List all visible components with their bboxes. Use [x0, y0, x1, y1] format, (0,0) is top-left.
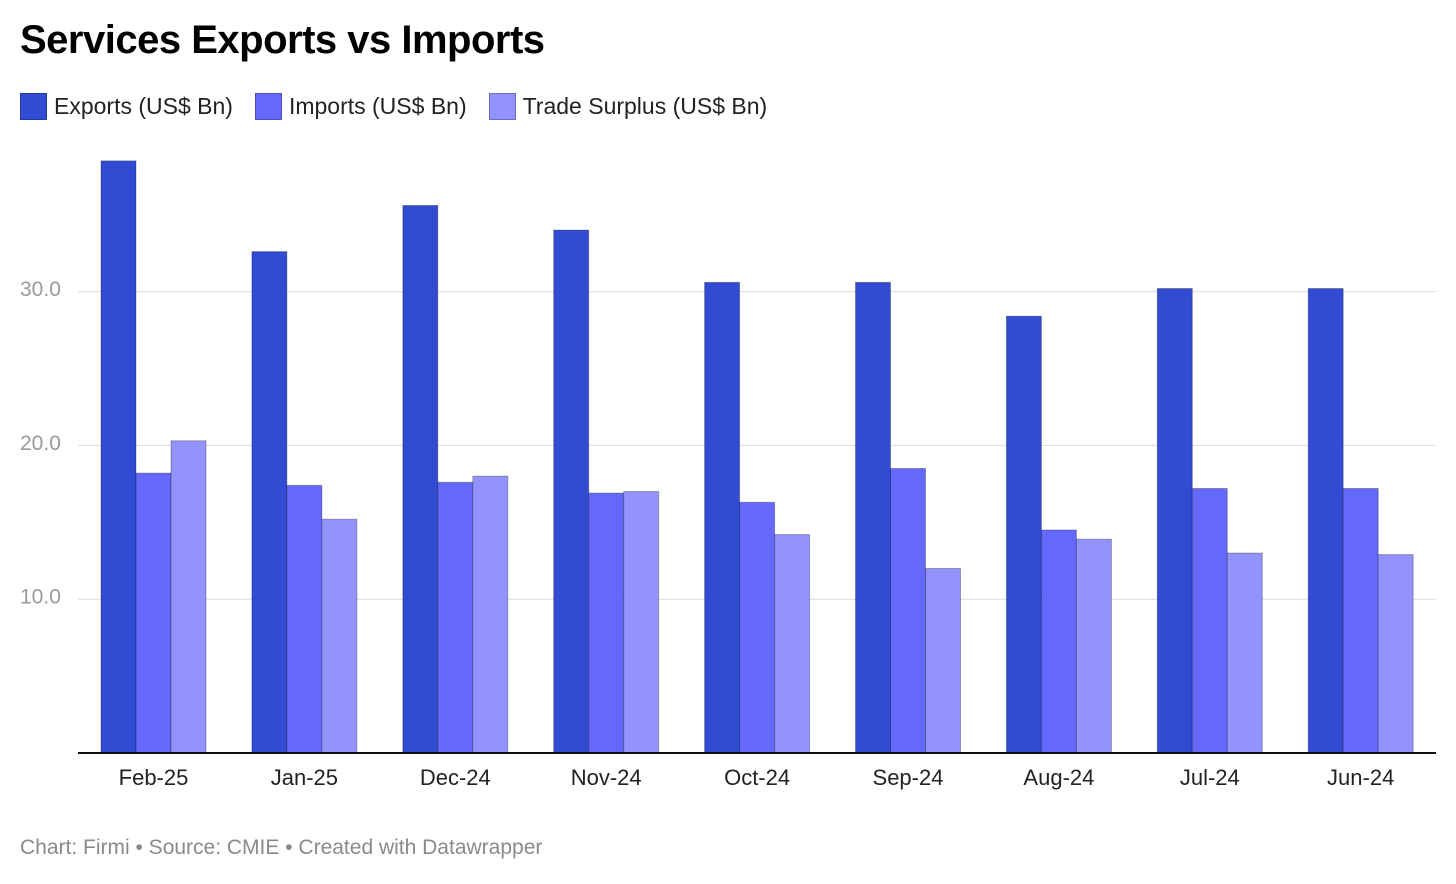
y-tick-label: 30.0 [20, 278, 61, 301]
legend-item-imports: Imports (US$ Bn) [254, 92, 467, 120]
x-tick-label: Jul-24 [1180, 765, 1240, 790]
chart-title: Services Exports vs Imports [20, 18, 545, 62]
x-tick-label: Dec-24 [420, 765, 491, 790]
bar-trade-surplus-dec-24 [472, 475, 509, 754]
y-tick-label: 10.0 [20, 586, 61, 609]
bar-exports-nov-24 [553, 229, 590, 754]
x-tick-label: Oct-24 [724, 765, 790, 790]
bar-exports-feb-25 [100, 160, 137, 754]
legend-swatch-imports [254, 92, 282, 120]
legend-label-imports: Imports (US$ Bn) [288, 92, 467, 119]
bar-exports-dec-24 [402, 204, 439, 754]
bar-imports-jul-24 [1191, 487, 1228, 754]
chart-footer-credit: Chart: Firmi • Source: CMIE • Created wi… [20, 836, 543, 859]
bar-imports-dec-24 [437, 481, 474, 754]
bar-imports-sep-24 [890, 467, 926, 754]
x-tick-label: Sep-24 [873, 765, 944, 790]
bar-trade-surplus-sep-24 [925, 567, 961, 754]
bar-exports-aug-24 [1005, 315, 1042, 754]
legend-label-trade-surplus: Trade Surplus (US$ Bn) [522, 92, 768, 119]
bar-trade-surplus-feb-25 [170, 440, 207, 754]
bar-trade-surplus-jul-24 [1226, 552, 1263, 754]
x-tick-label: Jun-24 [1327, 765, 1394, 790]
legend-swatch-exports [20, 92, 47, 120]
x-tick-label: Aug-24 [1023, 765, 1094, 790]
bar-trade-surplus-jan-25 [321, 518, 358, 754]
x-tick-label: Nov-24 [571, 765, 642, 790]
bar-imports-jun-24 [1342, 487, 1379, 754]
bar-imports-feb-25 [135, 472, 172, 754]
bar-exports-jul-24 [1156, 288, 1193, 754]
x-tick-label: Jan-25 [271, 765, 338, 790]
bar-exports-oct-24 [704, 281, 741, 754]
bar-trade-surplus-nov-24 [623, 491, 660, 754]
bar-imports-aug-24 [1040, 529, 1077, 754]
bar-trade-surplus-aug-24 [1075, 538, 1112, 754]
x-tick-label: Feb-25 [119, 765, 189, 790]
bar-imports-nov-24 [588, 492, 625, 754]
legend-item-trade-surplus: Trade Surplus (US$ Bn) [488, 92, 768, 120]
bar-imports-jan-25 [286, 484, 323, 754]
y-tick-label: 20.0 [20, 432, 61, 455]
bar-trade-surplus-oct-24 [774, 534, 811, 754]
chart-legend: Exports (US$ Bn) Imports (US$ Bn) Trade … [20, 90, 789, 122]
bar-exports-jan-25 [251, 251, 288, 754]
bar-imports-oct-24 [739, 501, 776, 754]
bar-exports-jun-24 [1307, 288, 1344, 754]
legend-swatch-trade-surplus [488, 92, 516, 120]
bar-exports-sep-24 [855, 281, 891, 754]
legend-label-exports: Exports (US$ Bn) [54, 92, 233, 119]
legend-item-exports: Exports (US$ Bn) [20, 92, 233, 120]
bar-trade-surplus-jun-24 [1377, 554, 1414, 754]
